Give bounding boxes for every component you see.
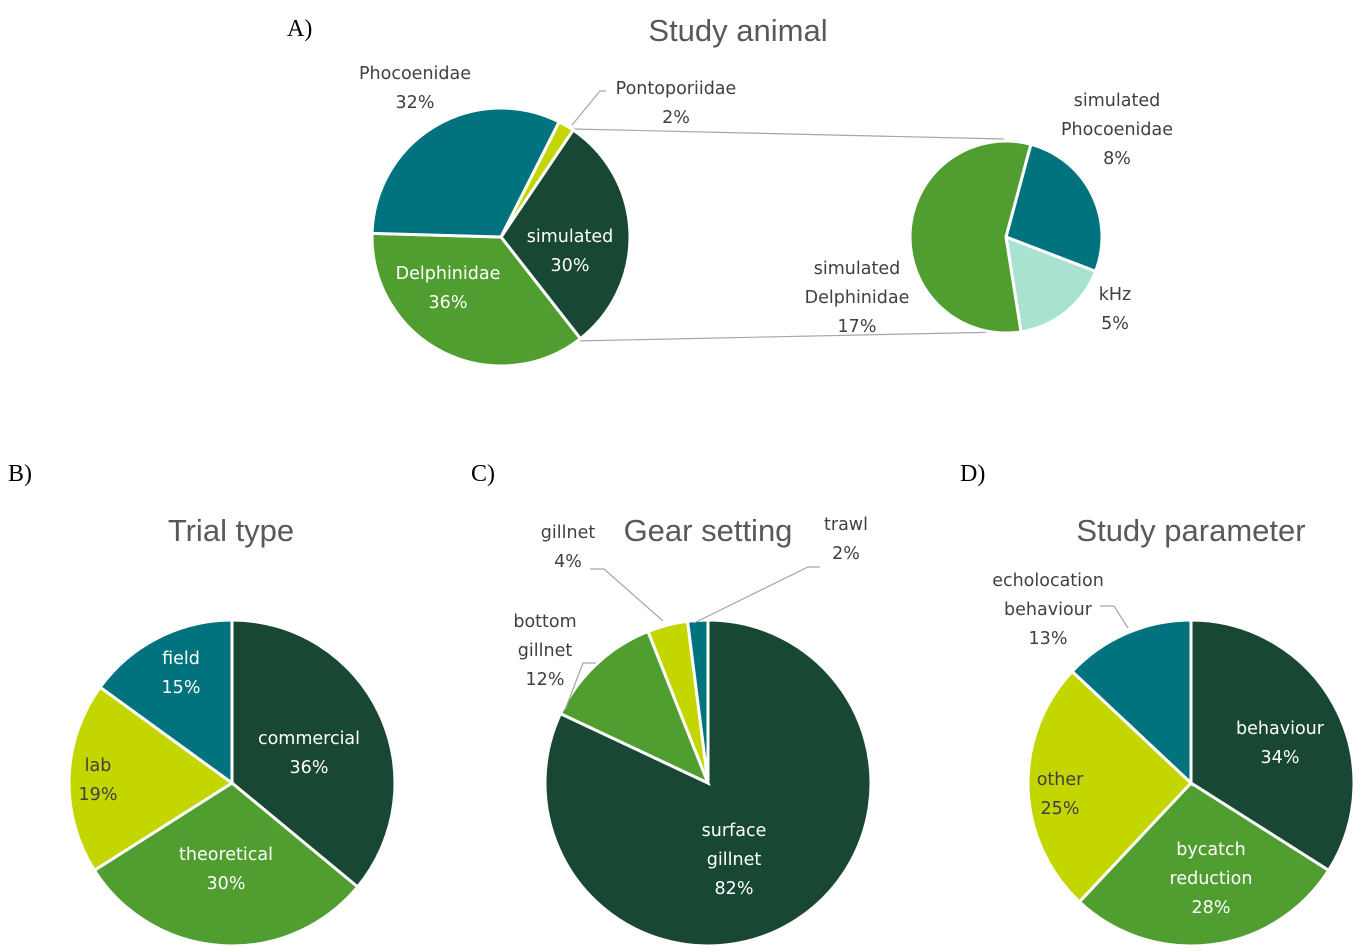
label-bottom-gillnet-pct: 12% bbox=[526, 670, 565, 690]
pie-slice-bycatch-reduction bbox=[1077, 781, 1331, 948]
label-phocoenidae-pct: 32% bbox=[396, 93, 435, 113]
label-behaviour-pct: 34% bbox=[1261, 748, 1300, 768]
label-delphinidae-pct: 36% bbox=[429, 293, 468, 313]
label-field-name: field bbox=[162, 649, 200, 669]
pie-trial-type bbox=[67, 618, 397, 948]
label-simulated-name: simulated bbox=[527, 227, 613, 247]
pie-slice-khz bbox=[1004, 234, 1098, 334]
pie-slice-bottom-gillnet bbox=[558, 629, 711, 786]
label-trawl-pct: 2% bbox=[832, 544, 860, 564]
label-khz-pct: 5% bbox=[1101, 314, 1129, 334]
leader-gillnet bbox=[590, 568, 664, 622]
label-theoretical-name: theoretical bbox=[179, 845, 273, 865]
label-field-pct: 15% bbox=[162, 678, 201, 698]
label-surface-gillnet-line1: surface bbox=[702, 821, 767, 841]
label-sim-delphinidae-line2: Delphinidae bbox=[805, 288, 910, 308]
panel-a-letter: A) bbox=[287, 16, 312, 42]
chart-b-title: Trial type bbox=[168, 513, 294, 548]
panel-c-letter: C) bbox=[471, 461, 495, 487]
label-simulated-pct: 30% bbox=[551, 256, 590, 276]
label-trawl-name: trawl bbox=[824, 515, 868, 535]
label-commercial-pct: 36% bbox=[290, 758, 329, 778]
breakout-connector-top bbox=[573, 128, 1005, 140]
label-pontoporiidae-name: Pontoporiidae bbox=[616, 79, 737, 99]
chart-d-title: Study parameter bbox=[1076, 513, 1305, 548]
pie-slice-pontoporiidae bbox=[499, 119, 576, 238]
label-theoretical-pct: 30% bbox=[207, 874, 246, 894]
panel-d-letter: D) bbox=[960, 461, 985, 487]
pie-slice-lab bbox=[67, 685, 235, 873]
pie-slice-other bbox=[1026, 669, 1194, 904]
label-behaviour-name: behaviour bbox=[1236, 719, 1325, 739]
label-echolocation-pct: 13% bbox=[1029, 629, 1068, 649]
label-gillnet-name: gillnet bbox=[541, 523, 596, 543]
label-sim-phocoenidae-pct: 8% bbox=[1103, 149, 1131, 169]
label-sim-phocoenidae-line2: Phocoenidae bbox=[1061, 120, 1173, 140]
pie-slice-field bbox=[98, 618, 234, 786]
pie-slice-echolocation-behaviour bbox=[1070, 618, 1193, 787]
breakout-connector-bottom bbox=[573, 331, 1005, 342]
leader-echolocation bbox=[1100, 605, 1129, 629]
pie-slice-simulated-phocoenidae bbox=[1004, 142, 1104, 274]
label-bycatch-line1: bycatch bbox=[1176, 840, 1245, 860]
pie-slice-delphinidae bbox=[370, 231, 583, 368]
pie-study-animal bbox=[370, 106, 632, 368]
pie-gear-setting bbox=[543, 618, 873, 948]
label-gillnet-pct: 4% bbox=[554, 552, 582, 572]
pie-slice-phocoenidae bbox=[370, 106, 562, 239]
label-bycatch-line2: reduction bbox=[1170, 869, 1253, 889]
leader-pontoporiidae bbox=[571, 90, 606, 126]
label-khz-name: kHz bbox=[1099, 285, 1131, 305]
label-lab-name: lab bbox=[85, 756, 112, 776]
chart-c-title: Gear setting bbox=[624, 513, 793, 548]
pie-slice-theoretical bbox=[92, 781, 360, 948]
pie-slice-simulated bbox=[499, 127, 632, 341]
label-bycatch-pct: 28% bbox=[1192, 898, 1231, 918]
pie-slice-simulated-delphinidae bbox=[908, 139, 1033, 335]
label-echolocation-line2: behaviour bbox=[1004, 600, 1093, 620]
label-other-pct: 25% bbox=[1041, 799, 1080, 819]
pie-study-animal-breakout bbox=[908, 139, 1104, 335]
label-other-name: other bbox=[1037, 770, 1084, 790]
label-pontoporiidae-pct: 2% bbox=[662, 108, 690, 128]
label-bottom-gillnet-line1: bottom bbox=[513, 612, 576, 632]
leader-bottom-gillnet bbox=[564, 662, 596, 711]
label-phocoenidae-name: Phocoenidae bbox=[359, 64, 471, 84]
label-sim-delphinidae-pct: 17% bbox=[838, 317, 877, 337]
panel-b-letter: B) bbox=[8, 461, 32, 487]
label-commercial-name: commercial bbox=[258, 729, 360, 749]
label-surface-gillnet-line2: gillnet bbox=[707, 850, 762, 870]
label-surface-gillnet-pct: 82% bbox=[715, 879, 754, 899]
pie-slice-commercial bbox=[230, 618, 397, 890]
label-bottom-gillnet-line2: gillnet bbox=[518, 641, 573, 661]
chart-a-title: Study animal bbox=[648, 13, 827, 48]
pie-study-parameter bbox=[1026, 618, 1356, 948]
label-lab-pct: 19% bbox=[79, 785, 118, 805]
leader-trawl bbox=[693, 566, 820, 624]
pie-slice-trawl bbox=[685, 618, 710, 784]
label-sim-delphinidae-line1: simulated bbox=[814, 259, 900, 279]
label-echolocation-line1: echolocation bbox=[992, 571, 1104, 591]
label-sim-phocoenidae-line1: simulated bbox=[1074, 91, 1160, 111]
label-delphinidae-name: Delphinidae bbox=[396, 264, 501, 284]
